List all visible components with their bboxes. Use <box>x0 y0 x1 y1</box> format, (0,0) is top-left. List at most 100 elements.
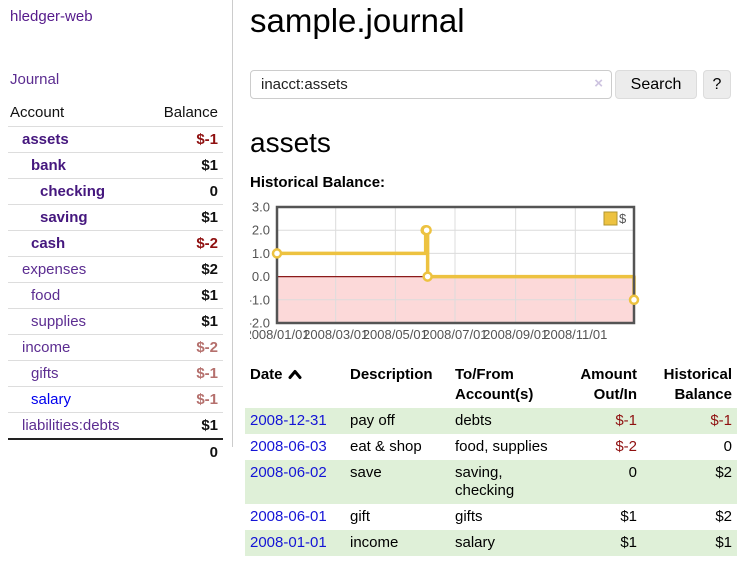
account-row: expenses $2 <box>8 256 223 283</box>
transaction-amount: $1 <box>620 508 637 525</box>
account-balance: $-2 <box>146 334 223 361</box>
register-header-accounts: To/From Account(s) <box>455 366 534 403</box>
accounts-header-balance: Balance <box>163 104 218 121</box>
account-link-bank[interactable]: bank <box>31 157 67 174</box>
legend-swatch <box>603 211 618 226</box>
data-point-marker <box>421 224 432 236</box>
transaction-description: gift <box>350 508 371 525</box>
search-bar: × Search ? <box>250 70 742 100</box>
x-tick-label: 2008/05/01 <box>363 327 428 342</box>
account-link-salary[interactable]: salary <box>31 391 72 408</box>
transaction-date-link[interactable]: 2008-06-01 <box>250 508 327 525</box>
register-row: 2008-06-03 eat & shop food, supplies $-2… <box>245 434 737 460</box>
chart-title: Historical Balance: <box>250 174 386 191</box>
account-row: cash $-2 <box>8 230 223 257</box>
register-row: 2008-12-31 pay off debts $-1 $-1 <box>245 408 737 434</box>
accounts-header-account: Account <box>10 104 65 121</box>
account-link-supplies[interactable]: supplies <box>31 313 87 330</box>
account-row: checking 0 <box>8 178 223 205</box>
app-title-link[interactable]: hledger-web <box>10 8 93 25</box>
help-button[interactable]: ? <box>703 70 731 99</box>
account-link-gifts[interactable]: gifts <box>31 365 59 382</box>
transaction-balance: $1 <box>715 534 732 551</box>
transaction-date-link[interactable]: 2008-06-03 <box>250 438 327 455</box>
account-link-food[interactable]: food <box>31 287 61 304</box>
transaction-accounts: food, supplies <box>455 438 548 455</box>
transaction-date-link[interactable]: 2008-12-31 <box>250 412 327 429</box>
clear-search-icon[interactable]: × <box>594 75 603 92</box>
transaction-accounts: saving, checking <box>455 464 515 499</box>
accounts-total-balance: 0 <box>146 438 223 465</box>
account-balance: $-1 <box>146 386 223 413</box>
search-button[interactable]: Search <box>615 70 697 99</box>
account-link-checking[interactable]: checking <box>40 183 106 200</box>
account-row: supplies $1 <box>8 308 223 335</box>
transaction-amount: $1 <box>620 534 637 551</box>
data-point-marker <box>422 271 433 282</box>
account-balance: $-1 <box>146 126 223 153</box>
account-balance: $1 <box>146 204 223 231</box>
transaction-description: income <box>350 534 399 551</box>
plot-border <box>275 205 636 325</box>
register-row: 2008-06-01 gift gifts $1 $2 <box>245 504 737 530</box>
account-link-income[interactable]: income <box>22 339 71 356</box>
register-header-row: Date Description To/From Account(s) Amou… <box>245 362 737 408</box>
account-link-assets[interactable]: assets <box>22 131 69 148</box>
account-balance: $1 <box>146 308 223 335</box>
x-tick-label: 2008/11/01 <box>543 327 607 342</box>
transaction-amount: 0 <box>628 464 637 481</box>
accounts-total-row: 0 <box>8 438 223 465</box>
search-input[interactable] <box>250 70 612 99</box>
y-tick-label: -2.0 <box>250 316 270 331</box>
x-tick-label: 2008/01/01 <box>250 327 310 342</box>
transaction-balance: $2 <box>715 508 732 525</box>
x-tick-label: 2008/09/01 <box>483 327 548 342</box>
register-table: Date Description To/From Account(s) Amou… <box>245 362 737 556</box>
transaction-description: save <box>350 464 382 481</box>
transaction-amount: $-2 <box>615 438 637 455</box>
page-title: sample.journal <box>250 2 465 39</box>
y-tick-label: 2.0 <box>252 223 270 238</box>
account-balance: $-2 <box>146 230 223 257</box>
register-header-date[interactable]: Date <box>245 362 345 408</box>
historical-balance-chart: $3.0 2.0 1.0 0.0 -1.0 -2.02008/01/012008/03/0… <box>250 200 640 342</box>
account-row: income $-2 <box>8 334 223 361</box>
account-balance: $1 <box>146 412 223 439</box>
transaction-accounts: salary <box>455 534 496 551</box>
account-balance: $-1 <box>146 360 223 387</box>
account-row: salary $-1 <box>8 386 223 413</box>
x-tick-label: 2008/03/01 <box>303 327 368 342</box>
sidebar: hledger-web Journal Account Balance asse… <box>0 0 233 465</box>
transaction-date-link[interactable]: 2008-01-01 <box>250 534 327 551</box>
account-row: assets $-1 <box>8 126 223 153</box>
account-link-saving[interactable]: saving <box>40 209 88 226</box>
account-heading: assets <box>250 127 331 158</box>
account-balance: $1 <box>146 152 223 179</box>
account-balance: $1 <box>146 282 223 309</box>
account-link-expenses[interactable]: expenses <box>22 261 87 278</box>
register-row: 2008-06-02 save saving, checking 0 $2 <box>245 460 737 504</box>
accounts-table: Account Balance assets $-1 bank $1 checkin… <box>8 100 223 465</box>
y-tick-label: 1.0 <box>252 246 270 261</box>
y-tick-label: 3.0 <box>252 200 270 215</box>
account-row: food $1 <box>8 282 223 309</box>
account-link-liabilities-debts[interactable]: liabilities:debts <box>22 417 120 434</box>
register-header-balance: Historical Balance <box>663 366 732 403</box>
transaction-accounts: gifts <box>455 508 483 525</box>
transaction-balance: $2 <box>715 464 732 481</box>
account-row: saving $1 <box>8 204 223 231</box>
account-row: bank $1 <box>8 152 223 179</box>
account-row: gifts $-1 <box>8 360 223 387</box>
sort-ascending-icon <box>288 366 302 386</box>
sidebar-item-journal[interactable]: Journal <box>10 71 60 88</box>
x-tick-label: 2008/07/01 <box>422 327 487 342</box>
y-tick-label: 0.0 <box>252 269 270 284</box>
register-header-description: Description <box>350 366 433 383</box>
transaction-amount: $-1 <box>615 412 637 429</box>
data-point-marker <box>628 294 640 306</box>
transaction-date-link[interactable]: 2008-06-02 <box>250 464 327 481</box>
register-header-amount: Amount Out/In <box>580 366 637 403</box>
transaction-description: eat & shop <box>350 438 422 455</box>
account-balance: 0 <box>146 178 223 205</box>
account-link-cash[interactable]: cash <box>31 235 66 252</box>
